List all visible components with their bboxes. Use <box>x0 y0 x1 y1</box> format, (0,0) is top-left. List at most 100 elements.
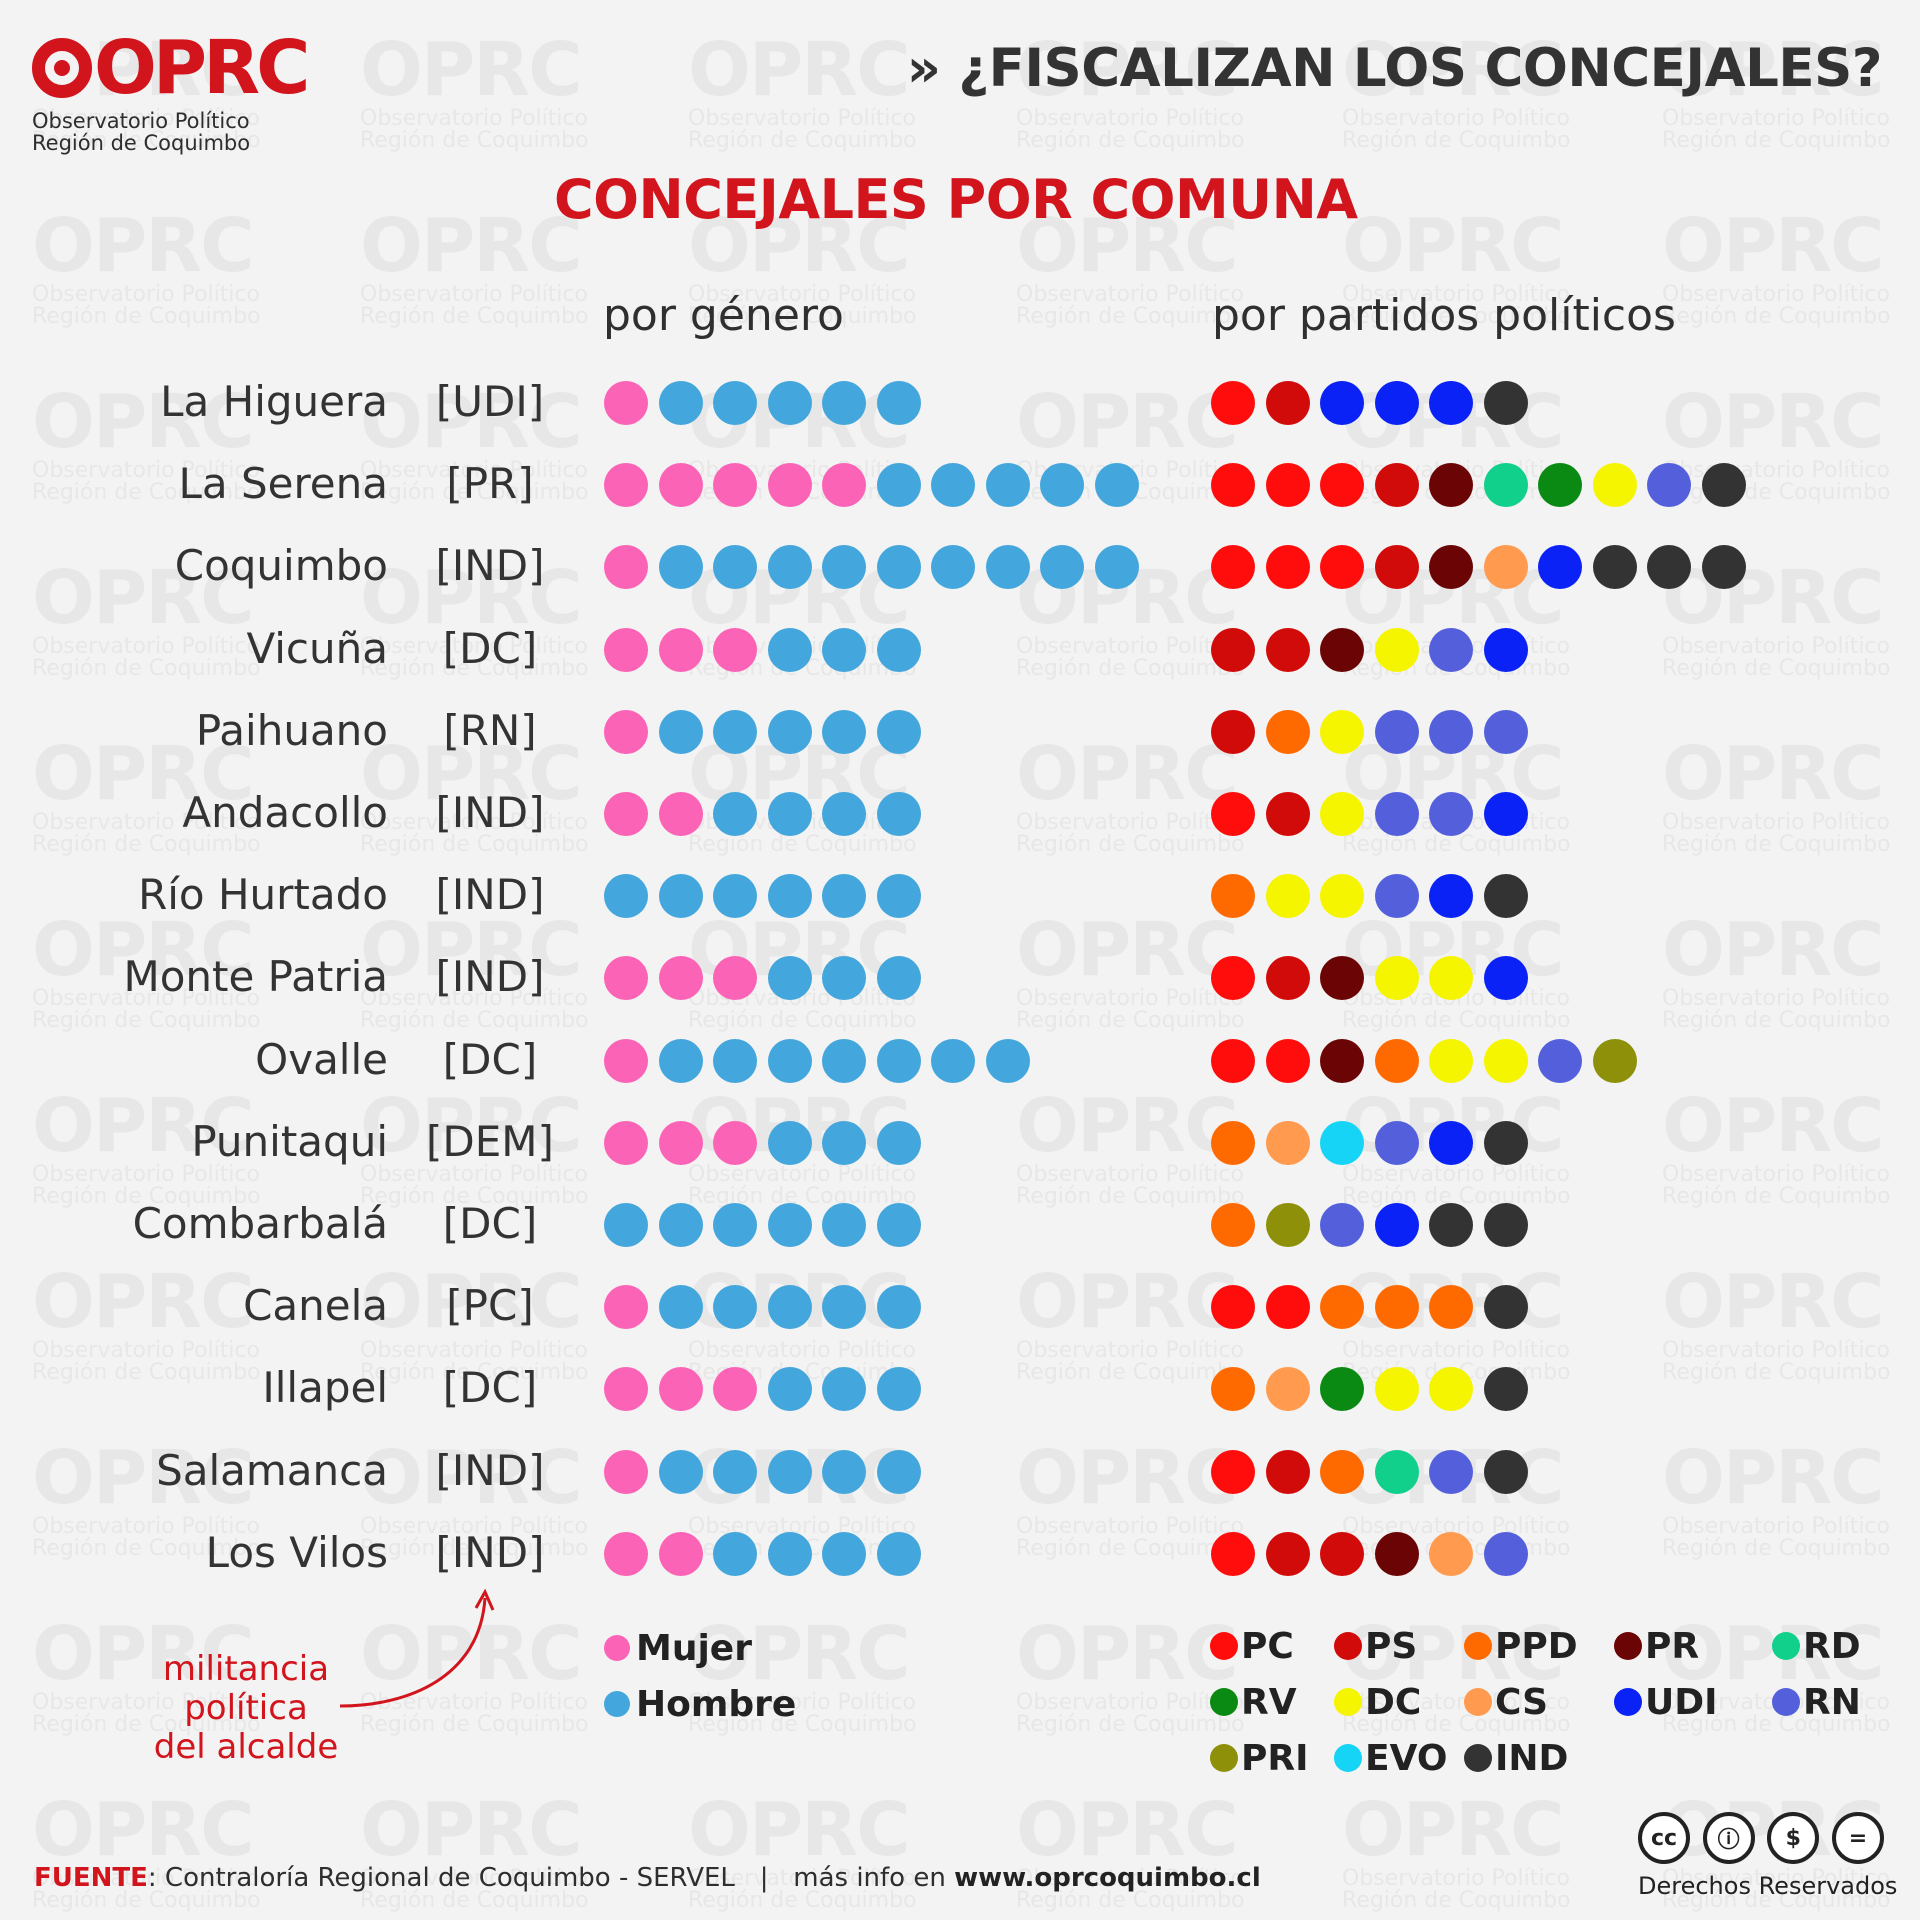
mayor-party-label: [DC] <box>442 1034 538 1084</box>
watermark-subtitle: Observatorio Político <box>1662 106 1890 131</box>
comuna-name: Combarbalá <box>132 1199 388 1248</box>
footer-source: FUENTE: Contraloría Regional de Coquimbo… <box>34 1863 1261 1893</box>
mayor-party-label: [IND] <box>435 870 545 920</box>
source-url-link[interactable]: www.oprcoquimbo.cl <box>954 1863 1261 1893</box>
party-dot-dc <box>1374 956 1419 1001</box>
gender-legend: Mujer Hombre <box>604 1620 796 1732</box>
party-dot-pr <box>1320 956 1364 1001</box>
party-dot-ps <box>1374 463 1419 508</box>
party-dot-rn <box>1374 1120 1419 1165</box>
mayor-party-label: [IND] <box>435 952 545 1002</box>
party-dot-dc <box>1429 1367 1473 1412</box>
party-dot-rn <box>1374 709 1419 754</box>
party-dot-pc <box>1211 1531 1255 1576</box>
comuna-name: Canela <box>243 1281 388 1331</box>
party-legend-swatch <box>1464 1688 1492 1716</box>
gender-dot-hombre <box>658 545 703 590</box>
gender-dot-mujer <box>658 792 703 836</box>
gender-dot-mujer <box>604 1531 648 1576</box>
party-legend-item: EVO <box>1334 1729 1447 1787</box>
gender-dot-hombre <box>713 792 757 836</box>
gender-dot-hombre <box>822 1203 866 1247</box>
party-legend-item: RV <box>1210 1673 1297 1731</box>
gender-dot-hombre <box>876 1367 921 1412</box>
mayor-party-annotation: militancia política del alcalde <box>126 1650 366 1767</box>
comuna-row: Salamanca [IND] <box>0 1431 1920 1513</box>
party-legend-item: RD <box>1772 1617 1861 1675</box>
mayor-party-label: [IND] <box>435 1445 545 1495</box>
cc-icon: cc <box>1638 1812 1690 1864</box>
gender-dot-hombre <box>767 1285 812 1330</box>
party-dot-ppd <box>1211 1120 1255 1165</box>
gender-dot-mujer <box>604 956 648 1001</box>
party-legend-swatch <box>1334 1688 1362 1716</box>
gender-dot-hombre <box>822 1449 866 1494</box>
party-legend-swatch <box>1210 1688 1238 1716</box>
comuna-name: Coquimbo <box>174 541 388 591</box>
gender-dot-mujer <box>604 1120 648 1165</box>
gender-dot-hombre <box>876 792 921 836</box>
watermark-subtitle: Región de Coquimbo <box>360 128 589 153</box>
party-legend-label: IND <box>1495 1737 1569 1779</box>
noderivatives-icon: = <box>1831 1812 1884 1864</box>
watermark-subtitle: Región de Coquimbo <box>688 1888 917 1913</box>
mayor-party-label: [PC] <box>446 1281 534 1331</box>
party-dot-ppd <box>1374 1038 1419 1083</box>
party-dot-cs <box>1265 1120 1310 1165</box>
party-legend-swatch <box>1464 1632 1492 1660</box>
gender-dot-hombre <box>767 381 812 425</box>
mayor-party-label: [DC] <box>442 623 538 673</box>
mayor-party-label: [DEM] <box>426 1116 554 1166</box>
gender-dot-mujer <box>713 1367 757 1412</box>
party-legend-swatch <box>1772 1632 1800 1660</box>
party-dot-ps <box>1320 1531 1364 1576</box>
party-legend-item: PC <box>1210 1617 1294 1675</box>
gender-dot-hombre <box>822 1285 866 1330</box>
party-dot-ind <box>1483 874 1528 919</box>
party-dot-pc <box>1211 1285 1255 1330</box>
party-legend-item: UDI <box>1614 1673 1718 1731</box>
party-dot-pc <box>1265 545 1310 590</box>
party-dot-rn <box>1429 627 1473 672</box>
gender-dot-hombre <box>876 709 921 754</box>
party-dot-pc <box>1265 1038 1310 1083</box>
watermark-subtitle: Región de Coquimbo <box>1662 128 1891 153</box>
comuna-row: La Higuera [UDI] <box>0 362 1920 444</box>
comuna-row: Paihuano [RN] <box>0 691 1920 773</box>
source-label: FUENTE <box>34 1863 148 1893</box>
gender-dot-mujer <box>713 956 757 1001</box>
watermark-subtitle: Región de Coquimbo <box>1662 304 1891 329</box>
party-dot-ppd <box>1429 1285 1473 1330</box>
gender-dot-mujer <box>604 545 648 590</box>
party-dot-dc <box>1374 1367 1419 1412</box>
party-legend-swatch <box>1334 1744 1362 1772</box>
party-dot-rn <box>1429 709 1473 754</box>
gender-dot-hombre <box>658 1038 703 1083</box>
gender-dot-hombre <box>985 463 1030 508</box>
gender-dot-mujer <box>658 627 703 672</box>
gender-dot-hombre <box>658 1285 703 1330</box>
party-legend-label: RD <box>1803 1625 1861 1667</box>
party-dot-rn <box>1374 792 1419 836</box>
party-dot-ppd <box>1320 1285 1364 1330</box>
comuna-name: Paihuano <box>195 705 388 755</box>
party-dot-pr <box>1429 545 1473 590</box>
gender-dot-hombre <box>713 1203 757 1247</box>
party-dot-udi <box>1429 1120 1473 1165</box>
gender-dot-hombre <box>1094 545 1139 590</box>
gender-dot-hombre <box>876 956 921 1001</box>
party-legend-label: PC <box>1241 1625 1294 1667</box>
watermark-subtitle: Región de Coquimbo <box>1342 1888 1571 1913</box>
watermark-wordmark: OPRC <box>32 203 254 289</box>
party-dot-dc <box>1429 1038 1473 1083</box>
gender-dot-hombre <box>1040 545 1084 590</box>
gender-dot-hombre <box>822 709 866 754</box>
gender-dot-hombre <box>713 874 757 919</box>
party-dot-cs <box>1429 1531 1473 1576</box>
main-title: CONCEJALES POR COMUNA <box>554 168 1358 231</box>
party-dot-ind <box>1483 1203 1528 1247</box>
party-legend-label: UDI <box>1645 1681 1718 1723</box>
gender-dot-hombre <box>876 1285 921 1330</box>
watermark-subtitle: Región de Coquimbo <box>32 1888 261 1913</box>
